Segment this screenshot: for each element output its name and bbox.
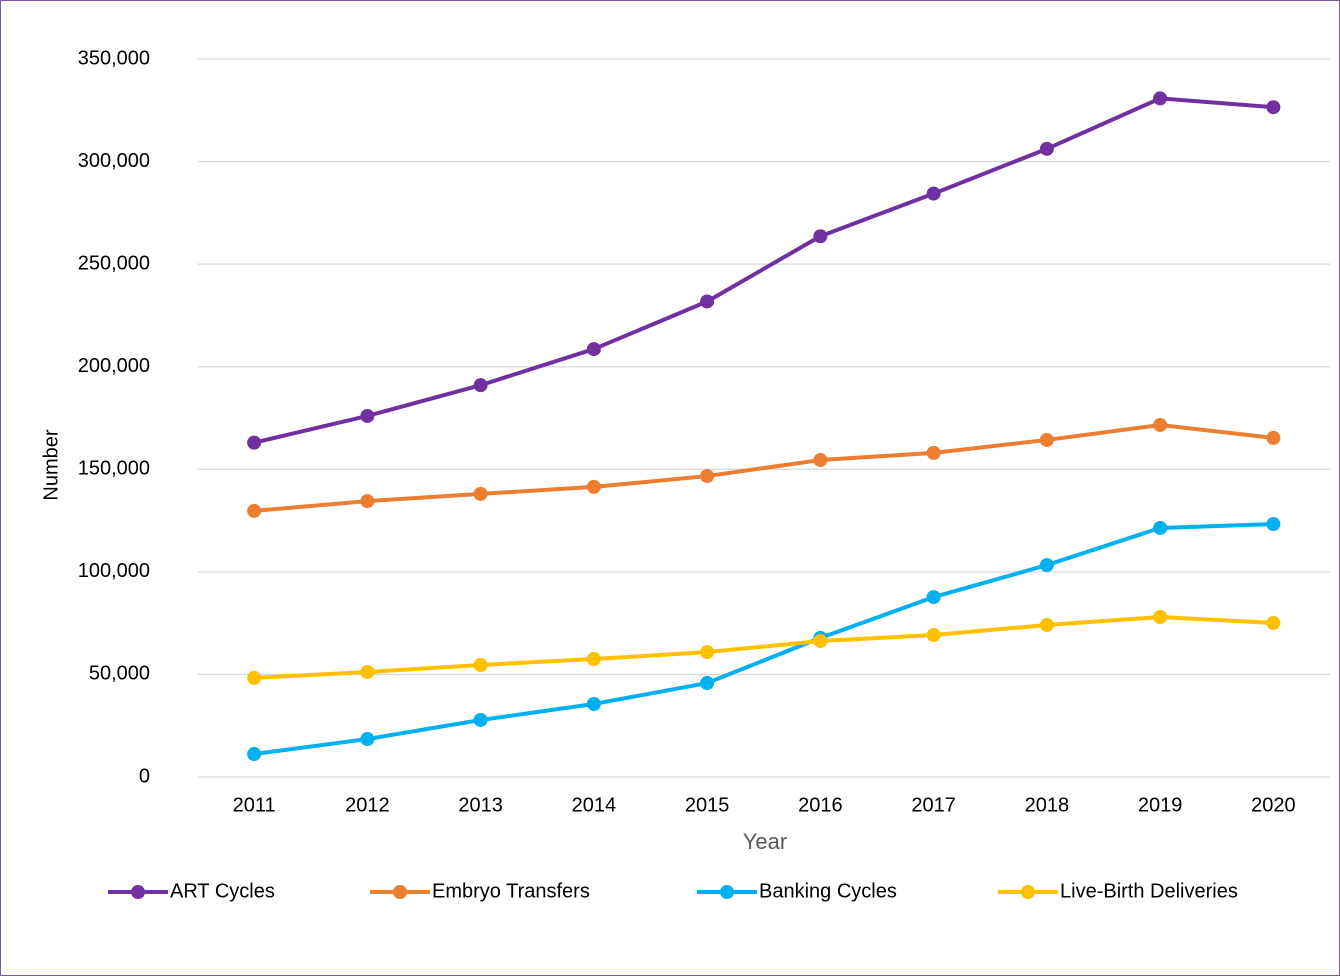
legend-marker: [131, 885, 145, 899]
data-point: [1153, 609, 1168, 624]
data-point: [473, 712, 488, 727]
data-point: [813, 229, 828, 244]
data-point: [360, 408, 375, 423]
data-point: [1039, 558, 1054, 573]
x-tick-label: 2015: [685, 794, 730, 816]
x-tick-label: 2018: [1025, 794, 1070, 816]
data-point: [586, 652, 601, 667]
data-point: [473, 486, 488, 501]
data-point: [926, 445, 941, 460]
legend-label: ART Cycles: [170, 880, 275, 902]
data-point: [247, 503, 262, 518]
data-point: [1153, 91, 1168, 106]
data-point: [247, 747, 262, 762]
y-tick-label: 350,000: [78, 47, 150, 69]
legend-label: Banking Cycles: [759, 880, 897, 902]
data-point: [473, 378, 488, 393]
data-point: [926, 186, 941, 201]
y-tick-label: 50,000: [89, 663, 150, 685]
data-point: [360, 664, 375, 679]
data-point: [1153, 520, 1168, 535]
x-tick-label: 2013: [458, 794, 503, 816]
y-tick-label: 300,000: [78, 150, 150, 172]
data-point: [586, 696, 601, 711]
data-point: [700, 294, 715, 309]
data-point: [926, 590, 941, 605]
x-tick-label: 2014: [572, 794, 617, 816]
data-point: [1266, 100, 1281, 115]
data-point: [1039, 141, 1054, 156]
data-point: [1039, 432, 1054, 447]
x-tick-label: 2017: [911, 794, 956, 816]
data-point: [1039, 617, 1054, 632]
data-point: [1266, 430, 1281, 445]
data-point: [247, 435, 262, 450]
series-line: [254, 614, 1274, 680]
data-point: [586, 479, 601, 494]
data-point: [700, 676, 715, 691]
x-tick-label: 2020: [1251, 794, 1296, 816]
data-point: [813, 633, 828, 648]
legend-label: Embryo Transfers: [432, 880, 590, 902]
data-point: [700, 469, 715, 484]
x-axis-title: Year: [743, 829, 787, 854]
data-point: [1153, 417, 1168, 432]
series-line: [253, 422, 1274, 513]
data-point: [1266, 517, 1281, 532]
data-point: [1266, 615, 1281, 630]
y-tick-label: 150,000: [78, 458, 150, 480]
legend-label: Live-Birth Deliveries: [1060, 880, 1238, 902]
y-tick-label: 0: [139, 765, 150, 787]
y-tick-label: 200,000: [78, 355, 150, 377]
legend-marker: [720, 885, 734, 899]
x-tick-label: 2011: [233, 794, 276, 816]
x-tick-label: 2016: [798, 794, 843, 816]
y-axis-title: Number: [40, 429, 62, 500]
data-point: [926, 628, 941, 643]
y-tick-label: 250,000: [78, 252, 150, 274]
y-tick-label: 100,000: [78, 560, 150, 582]
series-line: [253, 522, 1274, 757]
series-line: [253, 96, 1274, 445]
data-point: [473, 657, 488, 672]
legend-marker: [393, 885, 407, 899]
data-point: [700, 645, 715, 660]
data-point: [586, 342, 601, 357]
data-point: [247, 670, 262, 685]
x-tick-label: 2012: [345, 794, 390, 816]
data-point: [360, 494, 375, 509]
data-point: [360, 732, 375, 747]
data-point: [813, 453, 828, 468]
x-tick-label: 2019: [1138, 794, 1183, 816]
legend-marker: [1021, 885, 1035, 899]
